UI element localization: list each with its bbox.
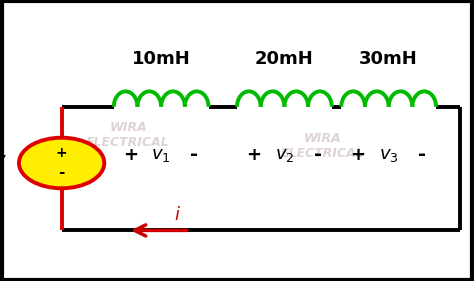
Text: $i$: $i$ [174,206,181,224]
Text: WIRA
ELECTRICAL: WIRA ELECTRICAL [281,132,364,160]
Text: $v_2$: $v_2$ [275,146,294,164]
Text: $v_3$: $v_3$ [379,146,399,164]
Text: 20mH: 20mH [255,50,314,68]
Text: +: + [56,146,67,160]
Text: WIRA
ELECTRICAL: WIRA ELECTRICAL [86,121,170,149]
Text: -: - [314,145,321,164]
Text: $v$: $v$ [0,151,7,169]
Text: +: + [123,146,138,164]
Text: 10mH: 10mH [132,50,191,68]
Text: $v_1$: $v_1$ [151,146,171,164]
Text: +: + [350,146,365,164]
Text: -: - [191,145,198,164]
Text: -: - [418,145,426,164]
Text: 30mH: 30mH [359,50,418,68]
Circle shape [19,138,104,188]
Text: +: + [246,146,261,164]
Text: -: - [58,165,65,180]
